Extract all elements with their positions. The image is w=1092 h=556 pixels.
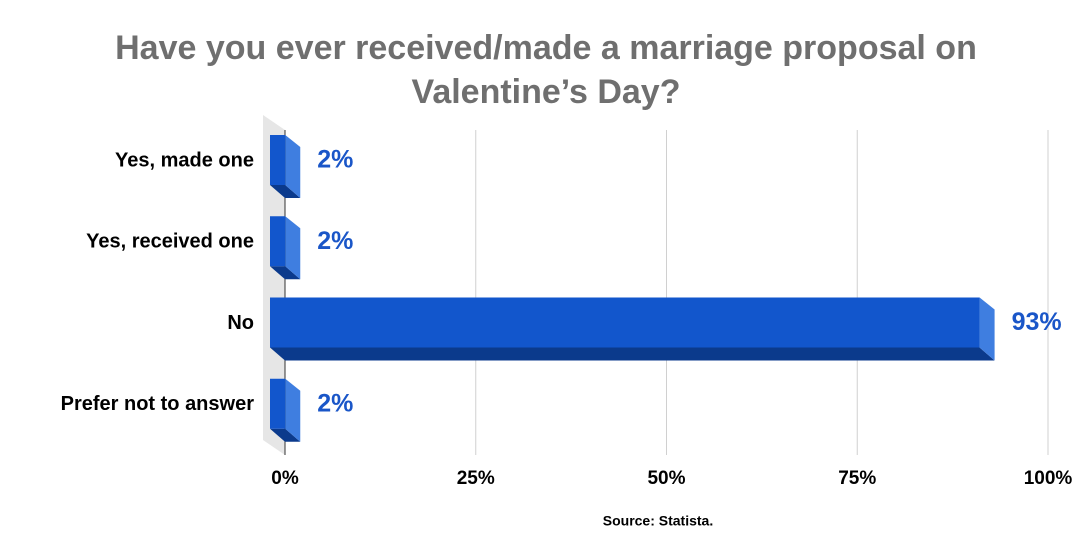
value-label: 2% [317,146,353,174]
y-tick-label: No [227,312,254,334]
bar-bottom [270,428,301,442]
value-label: 2% [317,227,353,255]
bar-side [285,378,301,442]
source: Source: Statista. [603,513,713,529]
x-tick-label: 75% [838,468,876,489]
x-tick-label: 50% [647,468,685,489]
bar [270,378,286,429]
value-label: 93% [1012,308,1062,336]
bar-side [285,216,301,280]
bar-side [979,297,995,361]
bar-bottom [270,266,301,280]
bar [270,135,286,185]
y-tick-label: Yes, made one [115,149,254,171]
value-label: 2% [317,389,353,417]
x-tick-label: 100% [1024,468,1073,489]
bar [270,297,980,348]
chart-title: Have you ever received/made a marriage p… [115,29,977,111]
x-tick-label: 25% [457,468,495,489]
bar-side [285,135,301,198]
floor [263,115,285,455]
bar-bottom [270,185,301,198]
y-tick-label: Prefer not to answer [61,393,255,415]
x-tick-label: 0% [271,468,299,489]
y-tick-label: Yes, received one [86,231,254,253]
bar [270,216,286,267]
bar-bottom [270,347,995,361]
